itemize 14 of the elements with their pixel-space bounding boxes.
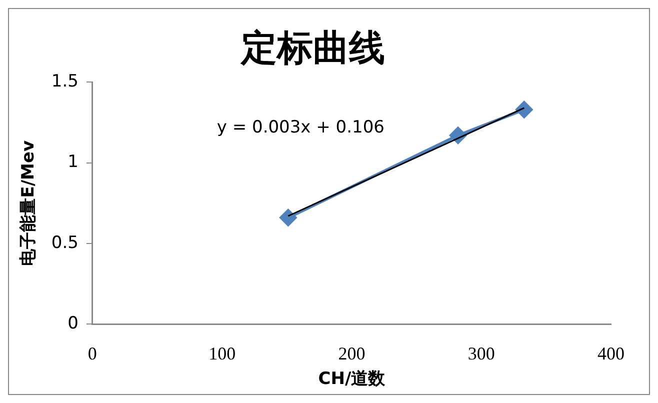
y-axis-title: 电子能量E/Mev <box>18 140 39 266</box>
y-tick-label: 1 <box>68 152 78 172</box>
x-tick-label: 200 <box>338 344 366 364</box>
y-tick-label: 1.5 <box>51 72 78 92</box>
x-axis-title: CH/道数 <box>318 369 386 390</box>
chart-title: 定标曲线 <box>240 28 385 69</box>
annotation: y = 0.003x + 0.106 <box>216 118 384 138</box>
y-tick-label: 0.5 <box>51 232 78 253</box>
y-tick-label: 0 <box>68 313 78 334</box>
x-tick-label: 100 <box>208 344 236 364</box>
x-tick-label: 400 <box>598 344 624 364</box>
point <box>280 209 297 226</box>
x-tick-label: 300 <box>468 344 495 364</box>
x-tick-label: 0 <box>88 344 97 364</box>
